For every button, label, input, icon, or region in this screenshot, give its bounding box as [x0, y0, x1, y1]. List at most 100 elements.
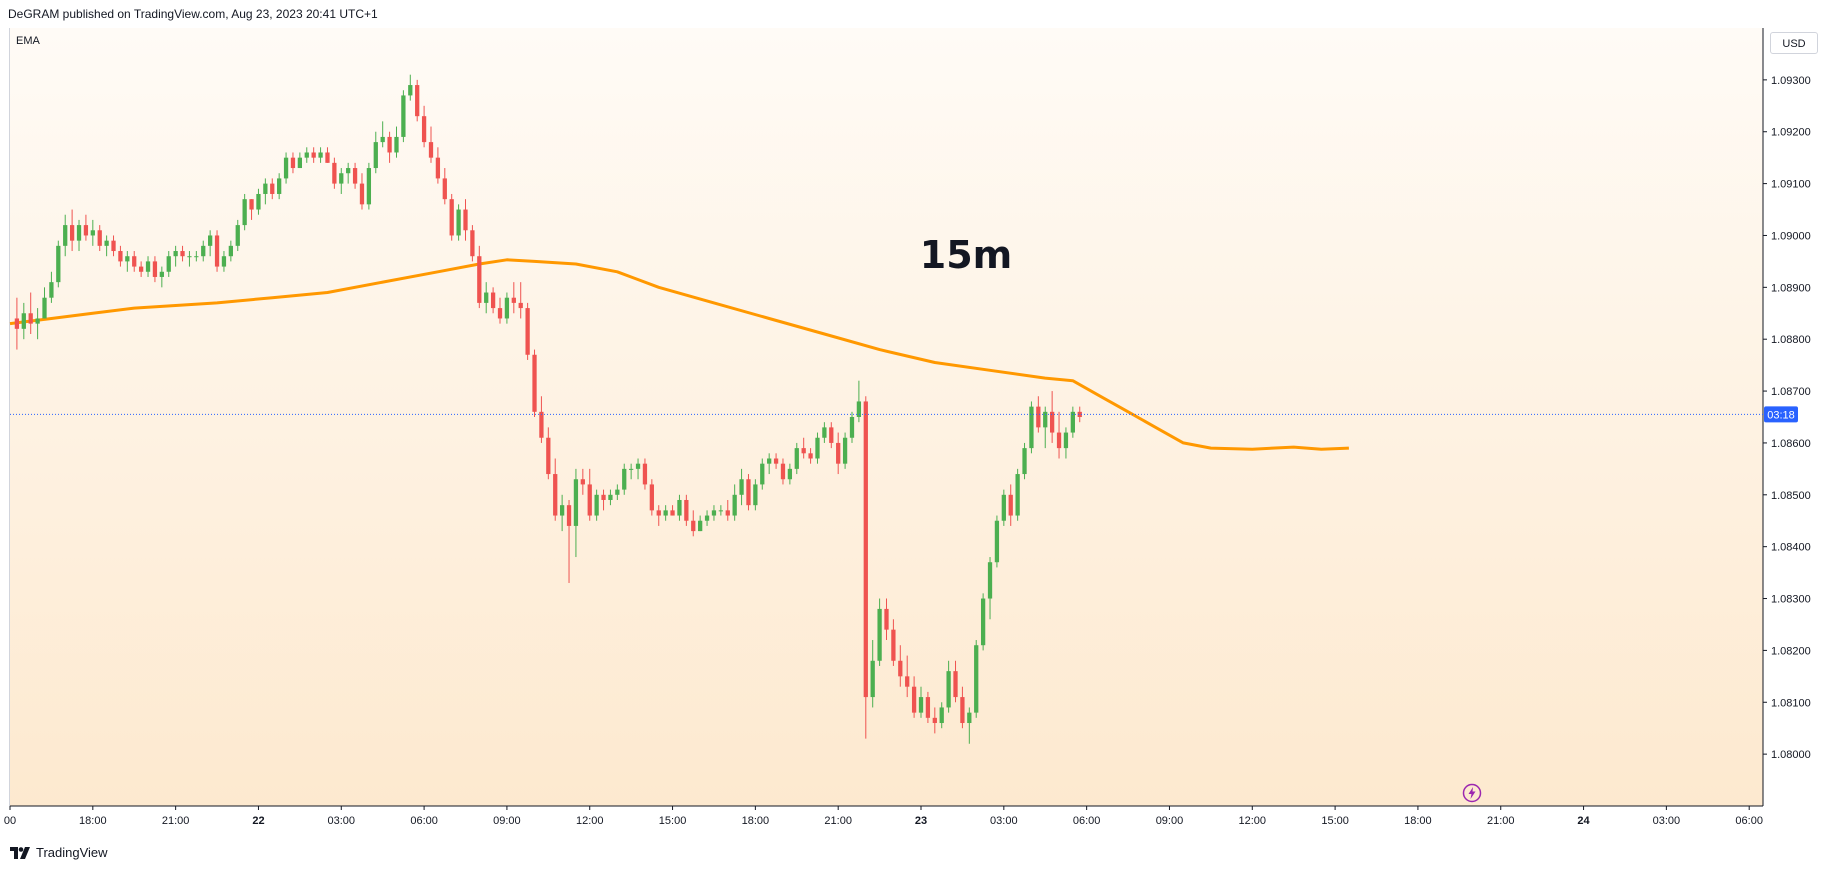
candle-body — [221, 256, 227, 267]
candle-body — [518, 302, 523, 309]
candle — [63, 214, 68, 257]
candle — [352, 162, 358, 189]
candle-body — [235, 225, 240, 246]
candle — [159, 266, 164, 288]
time-tick-label: 22 — [252, 815, 264, 827]
candle — [787, 463, 793, 485]
candle — [387, 131, 392, 163]
candle — [746, 474, 751, 511]
candle-body — [670, 510, 675, 516]
candle-body — [801, 448, 806, 454]
candle-body — [553, 474, 558, 516]
candle-body — [808, 453, 813, 459]
countdown-label: 03:18 — [1767, 409, 1795, 421]
candle — [594, 489, 599, 521]
candle-body — [532, 354, 537, 412]
price-tick-label: 1.09100 — [1771, 179, 1811, 191]
candle-body — [214, 235, 220, 267]
candle — [573, 468, 579, 558]
candle-body — [925, 697, 931, 718]
candle — [311, 147, 316, 163]
top-bar: DeGRAM published on TradingView.com, Aug… — [0, 0, 1835, 28]
candle-body — [939, 707, 944, 724]
candle — [380, 121, 385, 148]
candle — [104, 235, 109, 257]
candle — [559, 494, 565, 532]
candle — [656, 505, 661, 526]
candle — [304, 147, 309, 163]
candle — [760, 458, 765, 490]
candle — [808, 448, 813, 464]
candle — [925, 691, 931, 724]
candle — [366, 162, 372, 210]
candle-body — [208, 235, 213, 246]
lightning-icon[interactable] — [1462, 783, 1482, 803]
candle-body — [891, 629, 896, 661]
candle — [629, 463, 634, 480]
candle-body — [732, 494, 737, 516]
candle — [408, 74, 413, 101]
candle — [325, 147, 330, 163]
currency-button[interactable]: USD — [1770, 32, 1818, 54]
candle — [14, 297, 20, 350]
candle-body — [484, 292, 489, 303]
time-tick-label: 06:00 — [1073, 815, 1101, 827]
candle-body — [773, 458, 779, 464]
candle — [822, 422, 827, 443]
ema-indicator-label[interactable]: EMA — [16, 35, 40, 47]
candle — [704, 510, 710, 526]
candle-body — [663, 510, 668, 516]
candle-body — [118, 251, 123, 262]
candle-body — [470, 230, 475, 257]
candle — [525, 302, 530, 360]
candle-body — [283, 157, 289, 179]
candle — [145, 256, 151, 277]
candle — [1015, 468, 1020, 521]
candle-body — [242, 199, 247, 226]
candle-body — [435, 157, 441, 179]
candle-body — [69, 225, 75, 241]
candle-body — [635, 463, 641, 469]
candle — [256, 188, 261, 215]
candle-body — [829, 427, 834, 443]
candle-body — [90, 230, 95, 236]
candle — [504, 292, 510, 324]
price-tick-label: 1.08300 — [1771, 594, 1811, 606]
candle-body — [580, 479, 585, 485]
brand[interactable]: TradingView — [10, 845, 108, 860]
candle-body — [525, 308, 530, 355]
candle-body — [339, 173, 344, 184]
time-tick-label: 21:00 — [824, 815, 852, 827]
candle — [580, 468, 585, 495]
candle-body — [318, 152, 323, 158]
candle-body — [559, 505, 565, 516]
time-tick-label: 18:00 — [1404, 815, 1432, 827]
ema-line — [9, 258, 1349, 451]
candle — [987, 557, 993, 620]
time-tick-label: 03:00 — [990, 815, 1018, 827]
price-chart[interactable]: 1.08000 1.08100 1.08200 1.08300 1.08400 1.085… — [0, 0, 1835, 838]
candle-body — [918, 697, 924, 713]
candle-body — [263, 183, 268, 194]
candle — [373, 131, 378, 174]
price-tick-label: 1.08100 — [1771, 697, 1811, 709]
price-tick-label: 1.08400 — [1771, 542, 1811, 554]
candle — [228, 240, 233, 262]
candle — [753, 479, 758, 511]
time-tick-label: 03:00 — [1653, 815, 1681, 827]
candle-body — [497, 308, 503, 319]
candle-body — [352, 168, 358, 184]
time-tick-label: 21:00 — [1487, 815, 1515, 827]
candle-body — [642, 463, 648, 485]
time-tick-label: 23 — [915, 815, 927, 827]
candle-body — [1029, 406, 1034, 449]
candle-body — [76, 225, 82, 241]
candle — [670, 505, 675, 516]
candle-body — [21, 313, 26, 329]
candle-body — [622, 468, 627, 490]
candle-body — [387, 136, 392, 153]
candle-body — [1036, 406, 1041, 428]
candle — [801, 437, 806, 459]
candle-body — [822, 427, 827, 438]
candle — [49, 271, 54, 303]
